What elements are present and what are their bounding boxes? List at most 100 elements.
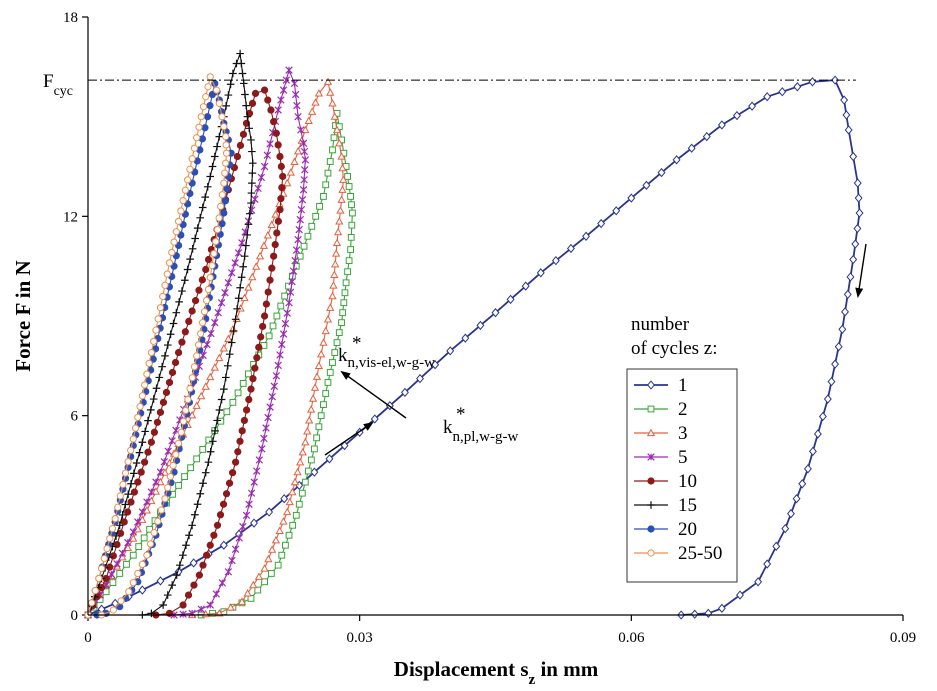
series-point-5 — [279, 330, 288, 338]
series-point-3 — [259, 241, 269, 249]
series-point-3 — [147, 496, 156, 505]
series-point-3 — [338, 163, 347, 172]
series-point-15 — [213, 416, 222, 425]
series-point-3 — [187, 410, 197, 419]
series-point-25-50 — [202, 93, 210, 101]
series-point-2 — [205, 436, 213, 444]
series-point-5 — [293, 101, 301, 110]
series-point-2 — [300, 242, 308, 250]
series-point-15 — [193, 224, 202, 232]
series-point-2 — [265, 332, 273, 340]
series-point-1 — [138, 585, 147, 595]
x-tick-label: 0.06 — [618, 630, 645, 646]
series-point-5 — [211, 318, 219, 327]
series-point-25-50 — [188, 155, 196, 163]
series-point-2 — [187, 464, 195, 472]
series-point-5 — [299, 186, 308, 194]
series-point-15 — [236, 283, 244, 292]
series-point-2 — [254, 586, 262, 594]
series-point-10 — [240, 416, 249, 425]
series-point-3 — [206, 372, 215, 381]
series-point-5 — [268, 392, 276, 401]
series-point-3 — [335, 138, 344, 147]
series-3 — [83, 77, 348, 619]
series-point-2 — [135, 543, 143, 550]
series-point-3 — [307, 405, 316, 413]
series-point-5 — [224, 279, 233, 287]
series-point-25-50 — [124, 458, 132, 466]
series-point-25-50 — [100, 554, 108, 563]
series-point-5 — [212, 590, 221, 598]
series-point-15 — [147, 406, 155, 414]
series-point-1 — [717, 603, 726, 614]
series-point-10 — [259, 322, 267, 331]
annotation-pl-sub: n,pl,w-g-w — [453, 429, 519, 445]
series-point-10 — [251, 364, 259, 372]
series-point-20 — [203, 113, 212, 121]
series-point-1 — [763, 559, 772, 569]
series-point-5 — [231, 545, 240, 553]
series-point-25-50 — [212, 86, 221, 94]
series-point-25-50 — [136, 402, 144, 411]
series-point-2 — [223, 408, 231, 416]
series-point-25-50 — [108, 525, 117, 533]
series-point-3 — [286, 168, 295, 176]
series-point-10 — [124, 508, 132, 516]
series-point-2 — [308, 222, 316, 230]
series-point-25-50 — [143, 551, 151, 559]
series-point-2 — [324, 379, 332, 386]
series-layer — [83, 49, 864, 620]
series-point-25-50 — [179, 196, 187, 205]
series-point-3 — [252, 262, 261, 270]
legend-marker — [647, 525, 655, 533]
series-point-2 — [123, 560, 130, 568]
series-point-10 — [276, 152, 284, 161]
legend-marker — [647, 405, 655, 413]
series-point-2 — [348, 201, 355, 209]
series-point-25-50 — [184, 395, 192, 404]
series-point-3 — [328, 291, 337, 300]
series-point-2 — [261, 578, 268, 586]
series-point-10 — [130, 488, 139, 496]
series-point-1 — [763, 92, 772, 102]
series-point-5 — [274, 361, 282, 370]
series-point-2 — [347, 246, 355, 253]
series-point-15 — [233, 305, 241, 313]
series-point-1 — [838, 324, 847, 334]
series-point-3 — [334, 227, 343, 236]
series-point-25-50 — [147, 348, 155, 357]
series-point-3 — [303, 426, 312, 435]
series-point-5 — [118, 549, 127, 557]
series-point-1 — [325, 454, 334, 464]
series-point-1 — [627, 193, 636, 203]
series-point-25-50 — [208, 261, 216, 270]
series-point-15 — [239, 79, 248, 88]
series-point-1 — [778, 87, 787, 97]
series-1 — [84, 75, 864, 620]
series-point-10 — [228, 469, 237, 477]
series-point-1 — [416, 373, 424, 384]
series-point-25-50 — [127, 446, 135, 454]
series-point-15 — [231, 315, 240, 324]
series-point-3 — [330, 270, 339, 278]
series-point-5 — [272, 372, 281, 380]
series-point-15 — [188, 521, 196, 530]
series-point-3 — [283, 507, 292, 516]
series-point-2 — [277, 302, 285, 310]
annotation-vis-el-main: k — [338, 345, 348, 366]
series-point-5 — [160, 457, 169, 466]
series-point-10 — [179, 601, 187, 609]
series-point-3 — [267, 545, 277, 553]
series-point-25-50 — [169, 461, 177, 470]
series-point-5 — [129, 528, 138, 536]
series-point-15 — [209, 437, 217, 446]
series-point-1 — [842, 110, 851, 120]
series-point-15 — [163, 591, 172, 599]
series-point-25-50 — [197, 113, 205, 121]
series-point-1 — [855, 208, 864, 218]
series-point-15 — [188, 245, 197, 253]
series-point-1 — [736, 590, 744, 600]
series-point-15 — [164, 341, 172, 349]
series-point-15 — [206, 172, 215, 181]
series-point-2 — [315, 423, 323, 431]
